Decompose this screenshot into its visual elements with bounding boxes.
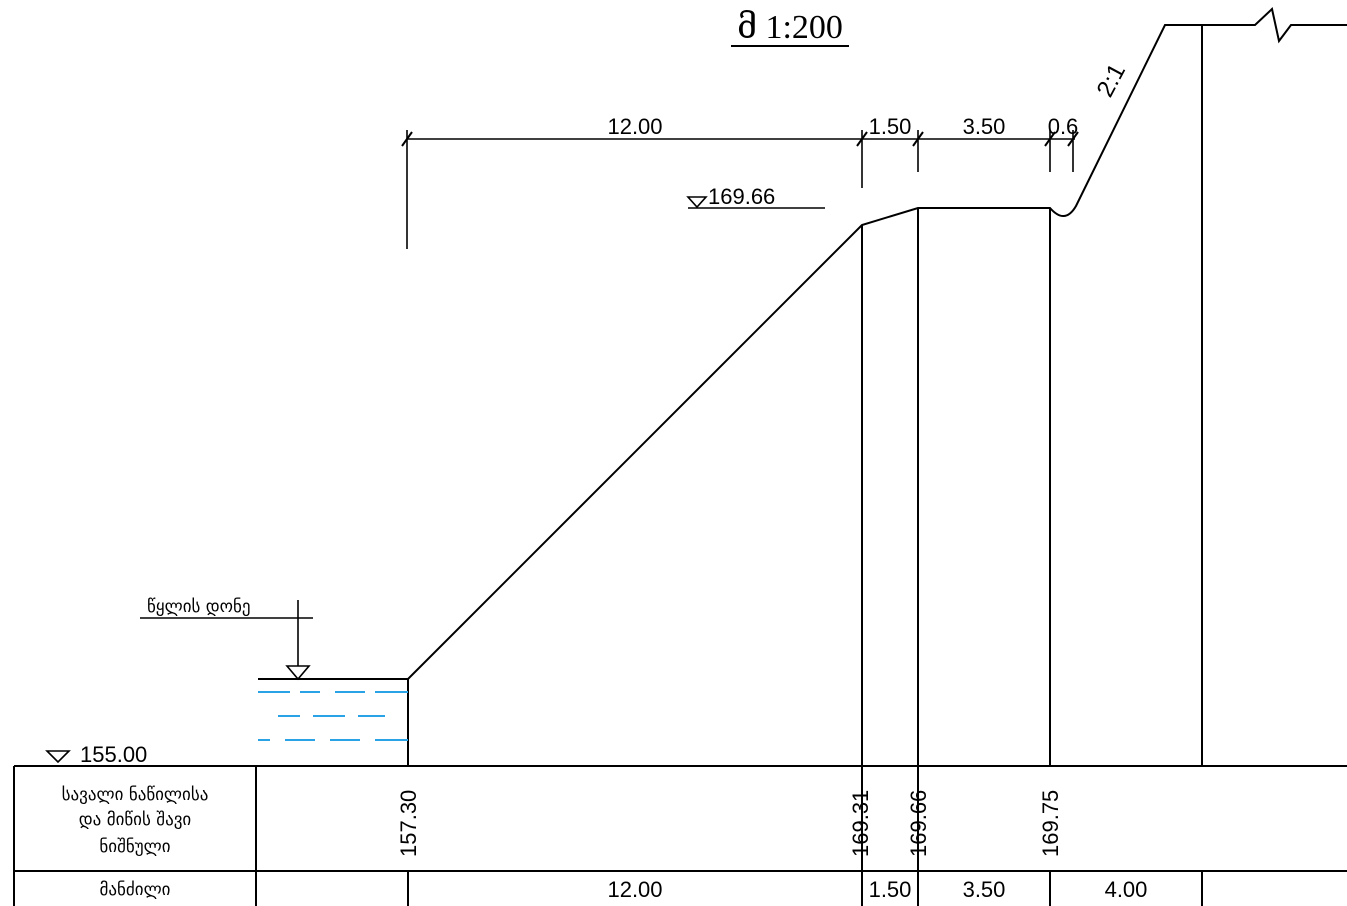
crest-elevation-label: 169.66: [708, 184, 775, 209]
table-row1-label-line2: და მიწის შავი: [79, 810, 191, 830]
crest-elevation-mark: 169.66: [686, 184, 825, 209]
elevation-value: 169.75: [1038, 790, 1063, 857]
profile-table: სავალი ნაწილისა და მიწის შავი ნიშნული 15…: [13, 765, 1347, 906]
distance-value: 4.00: [1105, 877, 1148, 902]
table-row1-label-line3: ნიშნული: [99, 837, 170, 857]
dim-label-0-6: 0.6: [1048, 114, 1079, 139]
water-body: [258, 691, 408, 741]
water-level-label: წყლის დონე: [147, 597, 251, 617]
slope-ratio-label: 2:1: [1092, 59, 1132, 101]
elevation-value: 169.66: [906, 790, 931, 857]
dim-label-3-50: 3.50: [963, 114, 1006, 139]
dimension-chain: 12.00 1.50 3.50 0.6: [401, 114, 1079, 249]
base-elevation-mark: 155.00: [45, 742, 147, 767]
elevation-value: 169.31: [848, 790, 873, 857]
table-row2-label: მანძილი: [100, 880, 171, 900]
table-row1-label-line1: სავალი ნაწილისა: [62, 785, 209, 805]
base-elevation-label: 155.00: [80, 742, 147, 767]
water-level-marker: წყლის დონე: [140, 597, 313, 681]
distance-value: 1.50: [869, 877, 912, 902]
distance-value: 3.50: [963, 877, 1006, 902]
road-profile: [258, 7, 1347, 906]
elevation-value: 157.30: [396, 790, 421, 857]
dim-label-1-50: 1.50: [869, 114, 912, 139]
distance-value: 12.00: [607, 877, 662, 902]
dim-label-12: 12.00: [607, 114, 662, 139]
scale-label: მ 1:200: [737, 9, 843, 46]
